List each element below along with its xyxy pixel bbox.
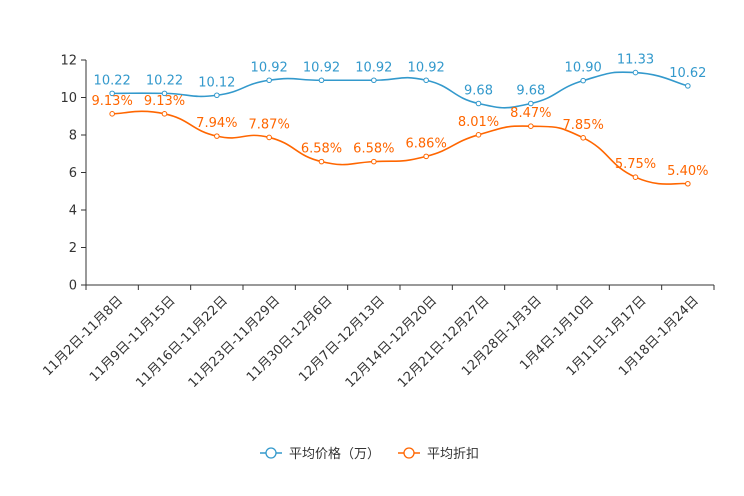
y-tick-label: 8 bbox=[69, 129, 77, 144]
data-point bbox=[475, 132, 482, 138]
legend-label: 平均价格（万） bbox=[289, 446, 380, 462]
legend[interactable]: 平均价格（万） 平均折扣 bbox=[260, 446, 479, 462]
data-label: 10.62 bbox=[669, 66, 706, 81]
legend-circle-icon bbox=[265, 447, 277, 459]
data-point bbox=[580, 77, 586, 84]
data-label: 9.13% bbox=[92, 94, 133, 109]
x-tick-label: 11月16日-11月22日 bbox=[133, 293, 230, 390]
data-point bbox=[423, 77, 429, 84]
data-point bbox=[685, 83, 691, 89]
y-tick-label: 12 bbox=[60, 54, 77, 69]
data-label: 5.75% bbox=[615, 157, 656, 172]
data-label: 8.47% bbox=[510, 106, 551, 121]
data-label: 10.92 bbox=[408, 60, 445, 75]
data-label: 11.33 bbox=[617, 53, 654, 68]
data-point bbox=[371, 77, 377, 84]
data-point bbox=[632, 69, 639, 76]
y-tick-label: 2 bbox=[69, 241, 77, 256]
data-label: 7.94% bbox=[196, 116, 237, 131]
data-point bbox=[109, 90, 115, 97]
data-point bbox=[161, 90, 168, 97]
data-point bbox=[685, 180, 691, 187]
y-tick-label: 4 bbox=[69, 204, 77, 219]
series-line bbox=[112, 110, 688, 185]
legend-item-2[interactable]: 平均折扣 bbox=[398, 447, 479, 462]
data-label: 9.68 bbox=[464, 84, 493, 99]
series-line bbox=[112, 71, 689, 109]
data-label: 10.90 bbox=[565, 61, 602, 76]
data-point bbox=[580, 135, 586, 141]
data-point bbox=[161, 111, 168, 117]
data-label: 6.58% bbox=[353, 142, 394, 157]
y-tick-label: 10 bbox=[60, 91, 77, 106]
y-tick-label: 6 bbox=[69, 166, 77, 181]
data-label: 9.68 bbox=[516, 84, 545, 99]
data-point bbox=[318, 158, 325, 165]
data-point bbox=[423, 153, 429, 160]
data-label: 8.01% bbox=[458, 115, 499, 130]
series-2: 9.13% 9.13% 7.94% 7.87% 6.58% 6.58% 6.86% 8.01%… bbox=[92, 94, 708, 187]
data-label: 6.86% bbox=[406, 136, 447, 151]
data-point bbox=[214, 92, 220, 99]
data-point bbox=[214, 133, 220, 139]
data-label: 10.22 bbox=[146, 73, 183, 88]
data-point bbox=[371, 158, 377, 165]
data-point bbox=[528, 123, 534, 129]
data-label: 7.87% bbox=[249, 117, 290, 132]
data-label: 7.85% bbox=[563, 118, 604, 133]
x-tick-label: 12月14日-12月20日 bbox=[343, 293, 440, 390]
data-label: 10.92 bbox=[303, 60, 340, 75]
data-point bbox=[318, 77, 325, 84]
data-point bbox=[266, 77, 272, 84]
legend-circle-icon bbox=[403, 447, 415, 459]
data-label: 10.22 bbox=[94, 73, 131, 88]
series-1: 10.22 10.22 10.12 10.92 10.92 10.92 10.92 9.68 9… bbox=[94, 53, 706, 109]
data-label: 6.58% bbox=[301, 142, 342, 157]
x-tick-label: 12月21日-12月27日 bbox=[395, 293, 492, 390]
data-point bbox=[632, 174, 639, 180]
axes: 02468101211月2日-11月8日11月9日-11月15日11月16日-1… bbox=[40, 54, 715, 391]
data-label: 5.40% bbox=[667, 164, 708, 179]
data-point bbox=[109, 111, 115, 117]
x-tick-label: 11月23日-11月29日 bbox=[186, 293, 283, 390]
y-tick-label: 0 bbox=[69, 279, 77, 294]
data-point bbox=[528, 100, 534, 107]
data-point bbox=[475, 100, 482, 107]
legend-item-1[interactable]: 平均价格（万） bbox=[260, 446, 380, 462]
data-label: 10.12 bbox=[198, 75, 235, 90]
data-label: 10.92 bbox=[251, 60, 288, 75]
data-point bbox=[266, 134, 272, 141]
legend-label: 平均折扣 bbox=[427, 447, 479, 462]
data-label: 10.92 bbox=[355, 60, 392, 75]
data-label: 9.13% bbox=[144, 94, 185, 109]
